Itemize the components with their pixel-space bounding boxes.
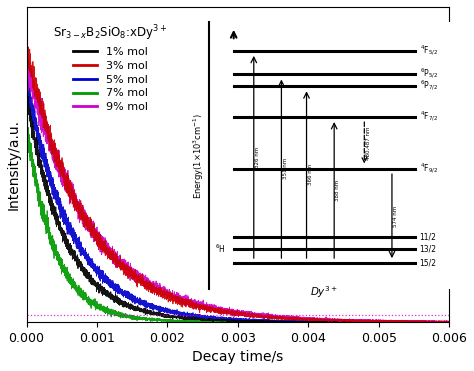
Text: 15/2: 15/2 xyxy=(419,259,437,268)
Text: 366 nm: 366 nm xyxy=(308,164,313,186)
Legend: 1% mol, 3% mol, 5% mol, 7% mol, 9% mol: 1% mol, 3% mol, 5% mol, 7% mol, 9% mol xyxy=(49,19,172,117)
Text: $^4$F$_{9/2}$: $^4$F$_{9/2}$ xyxy=(419,162,438,176)
Text: $^6$P$_{7/2}$: $^6$P$_{7/2}$ xyxy=(419,79,438,93)
Y-axis label: Intensity/a.u.: Intensity/a.u. xyxy=(7,119,21,210)
Text: $^4$F$_{5/2}$: $^4$F$_{5/2}$ xyxy=(419,43,438,58)
Text: $^6$P$_{5/2}$: $^6$P$_{5/2}$ xyxy=(419,67,438,81)
X-axis label: Decay time/s: Decay time/s xyxy=(192,350,283,364)
Text: 480,487 nm: 480,487 nm xyxy=(365,126,371,160)
Text: Dy$^{3+}$: Dy$^{3+}$ xyxy=(310,285,338,301)
Text: 13/2: 13/2 xyxy=(419,245,437,254)
Text: $^6$H: $^6$H xyxy=(216,243,226,255)
Text: 11/2: 11/2 xyxy=(419,233,437,242)
Text: 326 nm: 326 nm xyxy=(255,147,260,168)
Y-axis label: Energy(1$\times$10$^3$cm$^{-1}$): Energy(1$\times$10$^3$cm$^{-1}$) xyxy=(191,113,206,199)
Text: 574 nm: 574 nm xyxy=(393,206,398,227)
Text: $^4$F$_{7/2}$: $^4$F$_{7/2}$ xyxy=(419,110,438,124)
Text: 388 nm: 388 nm xyxy=(336,180,340,201)
Text: 351 nm: 351 nm xyxy=(283,158,288,180)
